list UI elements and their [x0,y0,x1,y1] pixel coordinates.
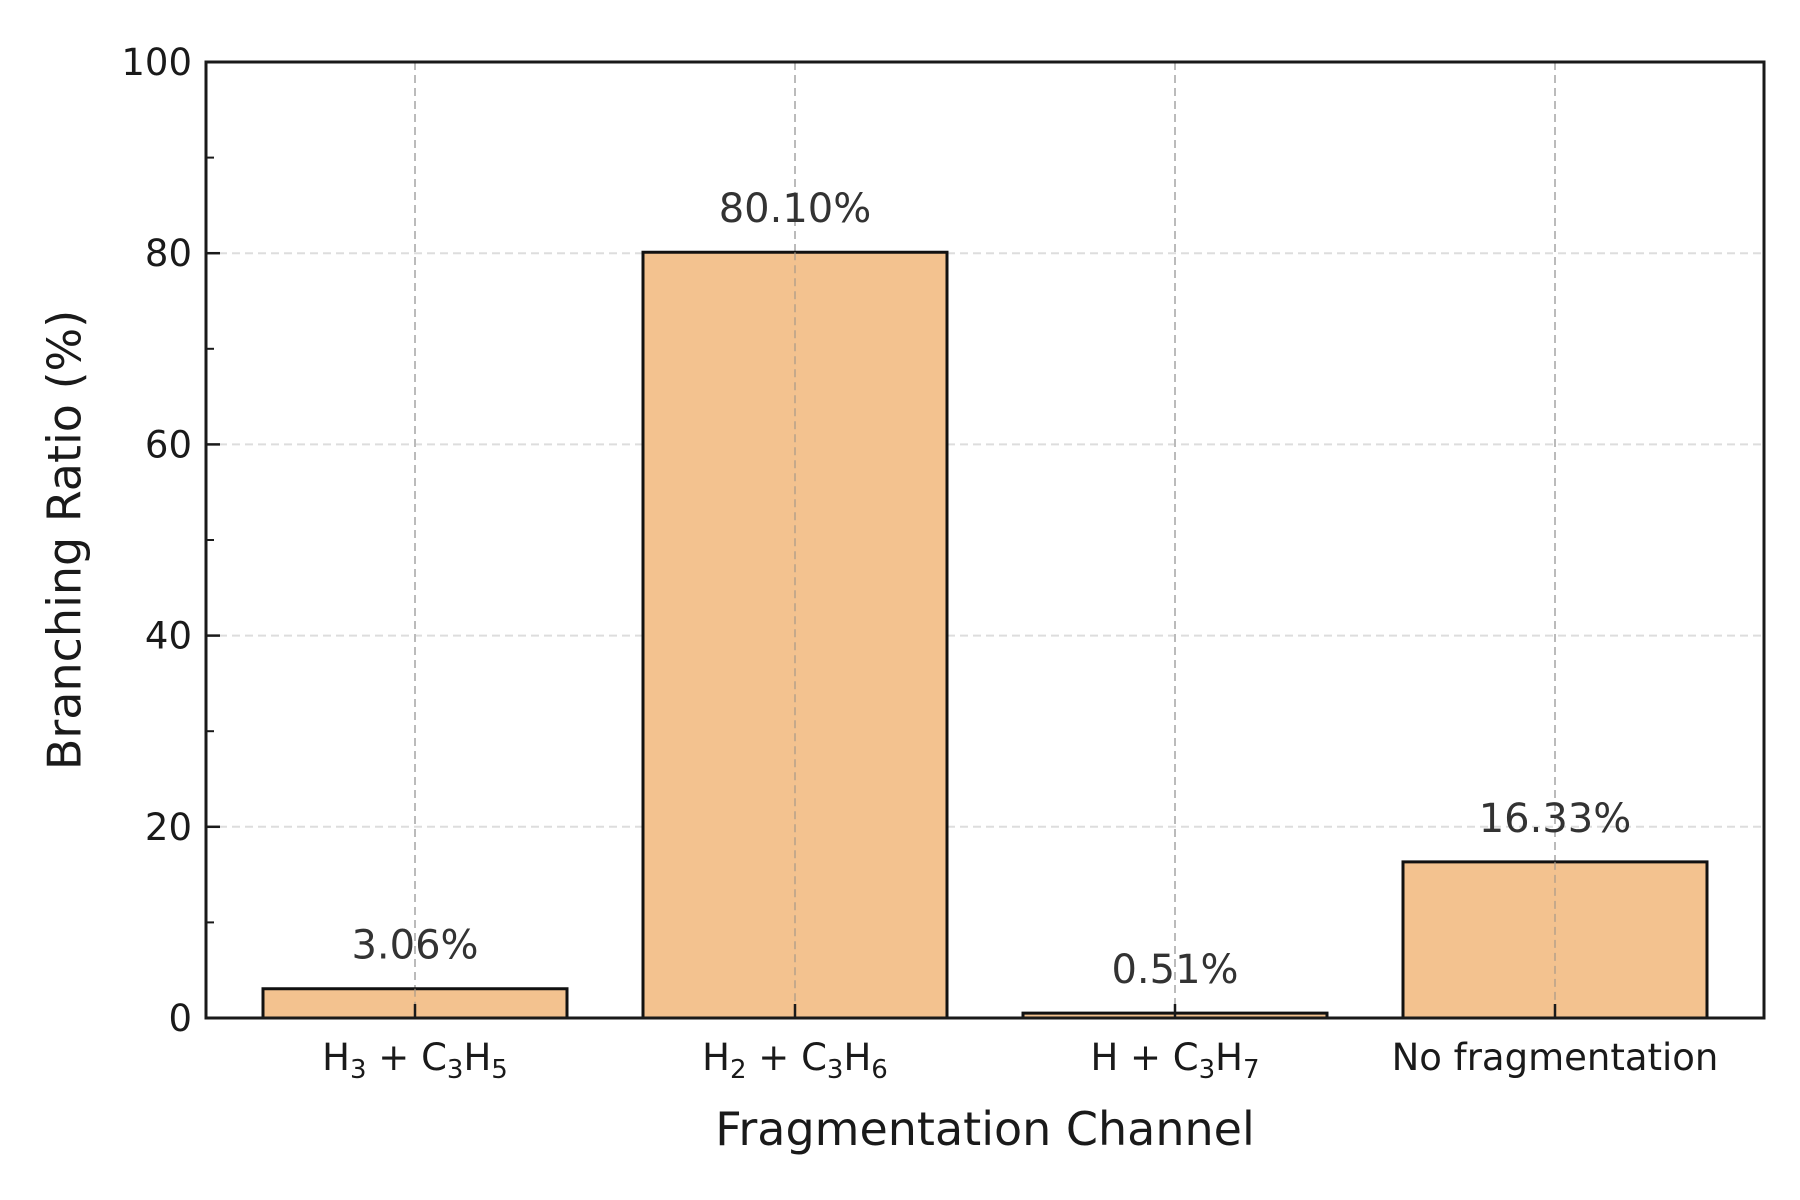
data-label-3: 0.51% [1111,947,1238,993]
y-tick-label: 20 [145,806,192,849]
x-tick-label: H3​ + C3​H5​ [322,1036,508,1085]
data-label-2: 80.10% [719,186,872,232]
y-tick-label: 80 [145,232,192,275]
y-tick-label: 100 [121,41,192,84]
y-axis-title: Branching Ratio (%) [38,310,92,770]
tick-layer [206,60,1557,1020]
x-tick-label: H + C3​H7​ [1090,1036,1259,1085]
data-label-4: 16.33% [1479,796,1632,842]
y-tick-label: 40 [145,615,192,658]
y-tick-label: 0 [168,997,192,1040]
x-axis-title: Fragmentation Channel [715,1102,1255,1156]
x-tick-label: No fragmentation [1392,1036,1719,1079]
y-tick-label: 60 [145,423,192,466]
data-label-1: 3.06% [351,923,478,969]
x-tick-label: H2​ + C3​H6​ [702,1036,888,1085]
label-layer: 0 20 40 60 80 100 H3​ + C3​H5​ H2​ + C3​H6​ H + … [121,41,1718,1085]
